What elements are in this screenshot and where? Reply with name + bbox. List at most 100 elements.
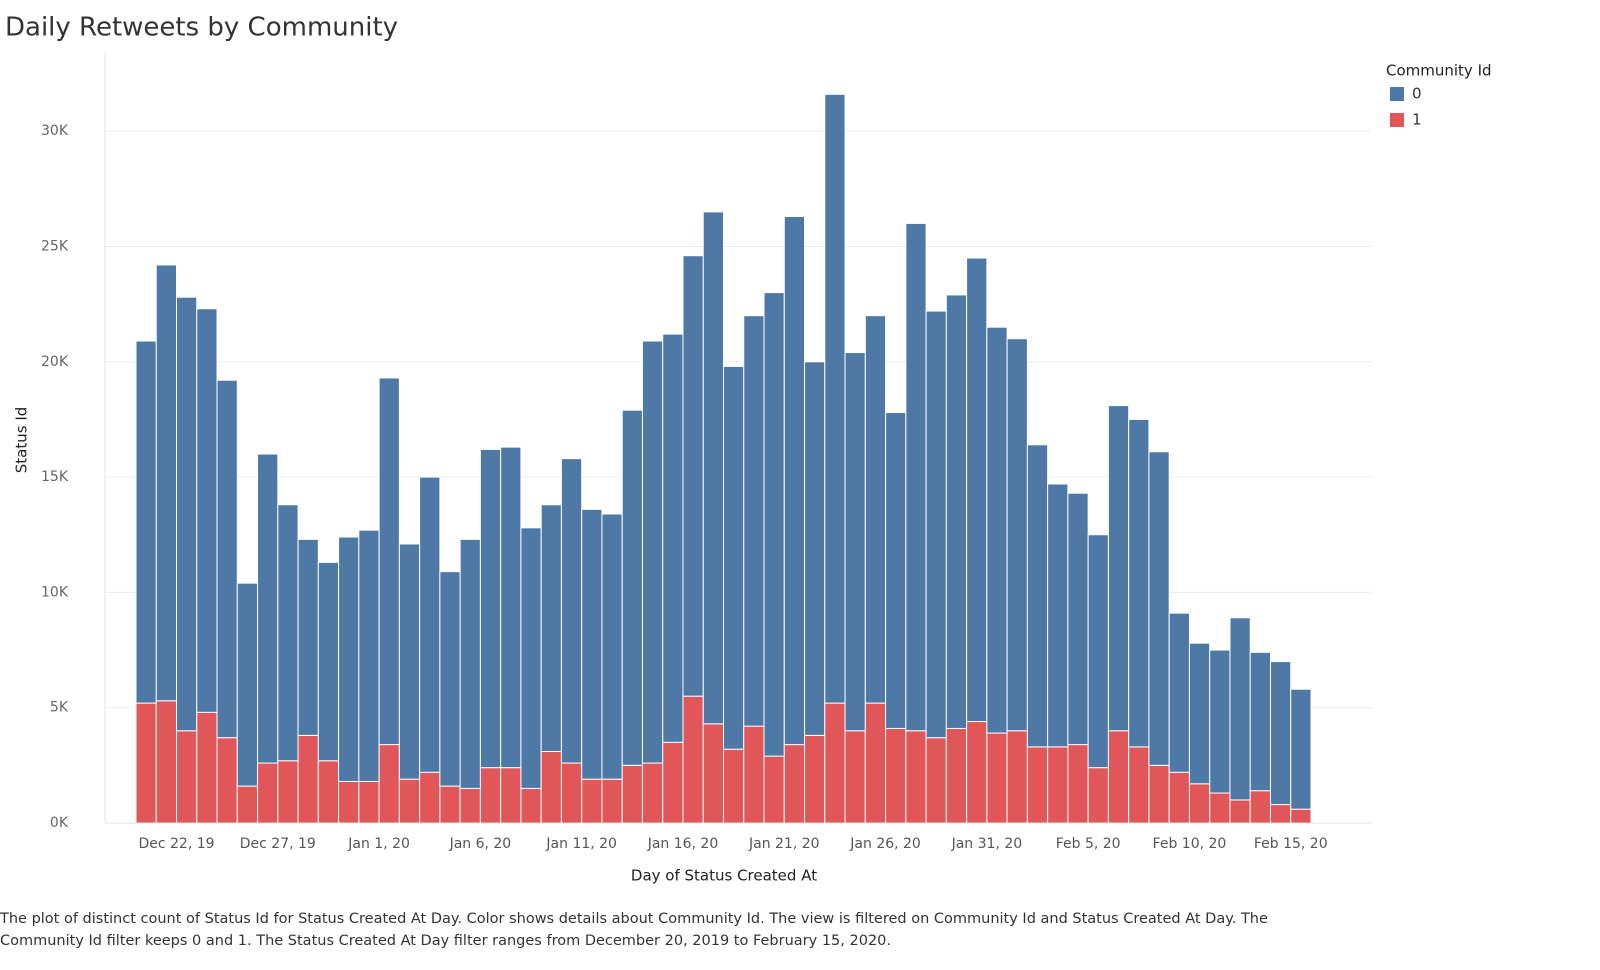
y-tick-label: 0K	[50, 815, 69, 831]
bar-segment	[216, 379, 238, 739]
bar-segment	[1168, 612, 1190, 773]
bar-segment	[459, 787, 481, 824]
y-tick-label: 20K	[41, 354, 69, 370]
bar-segment	[317, 760, 340, 824]
y-tick-label: 10K	[41, 584, 69, 600]
x-tick-label: Feb 5, 20	[1056, 836, 1121, 852]
legend-title: Community Id	[1386, 62, 1492, 80]
bar-segment	[621, 764, 643, 824]
y-tick-label: 5K	[50, 700, 69, 716]
legend-label: 1	[1412, 111, 1422, 129]
bar-segment	[560, 458, 583, 764]
bar-segment	[1047, 483, 1069, 748]
y-axis-title: Status Id	[13, 407, 31, 474]
bar-segment	[783, 744, 806, 824]
bar-segment	[682, 255, 704, 697]
bar-segment	[176, 296, 198, 732]
bar-segment	[216, 737, 238, 824]
bar-segment	[257, 453, 279, 764]
bar-segment	[1107, 405, 1130, 732]
x-tick-label: Jan 16, 20	[647, 836, 719, 852]
bar-segment	[155, 700, 178, 824]
bar-segment	[986, 732, 1008, 824]
bar-segment	[804, 361, 826, 736]
bar-segment	[1269, 661, 1292, 806]
bar-segment	[358, 529, 380, 782]
bar-segment	[662, 333, 684, 743]
bar-segment	[135, 340, 157, 704]
bar-segment	[1148, 764, 1170, 824]
bar-segment	[236, 785, 259, 824]
bar-segment	[1188, 642, 1211, 785]
bar-segment	[885, 727, 907, 824]
bar-segment	[378, 744, 400, 824]
bar-segment	[277, 760, 299, 824]
legend-swatch	[1390, 113, 1404, 127]
bar-segment	[1229, 617, 1251, 801]
chart: Daily Retweets by Community Day of Statu…	[5, 13, 1492, 885]
bar-segment	[905, 730, 927, 824]
y-tick-label: 30K	[41, 123, 69, 139]
bar-segment	[500, 767, 522, 824]
bar-segment	[1290, 688, 1312, 810]
bar-segment	[601, 513, 623, 780]
x-tick-label: Jan 6, 20	[449, 836, 512, 852]
bar-segment	[945, 294, 968, 729]
bar-segment	[1209, 792, 1231, 824]
bar-segment	[682, 695, 704, 824]
bar-segment	[1047, 746, 1069, 824]
bar-segment	[702, 723, 725, 824]
bar-segment	[1249, 790, 1271, 824]
bar-segment	[824, 702, 846, 824]
bar-segment	[1107, 730, 1130, 824]
caption: The plot of distinct count of Status Id …	[0, 911, 1268, 949]
bar-segment	[905, 222, 927, 732]
bar-segment	[520, 527, 542, 789]
bar-segment	[317, 561, 340, 762]
bar-segment	[1128, 418, 1150, 748]
bar-segment	[1269, 804, 1292, 824]
bar-segment	[1006, 338, 1028, 732]
bar-segment	[378, 377, 400, 746]
bar-segment	[277, 504, 299, 762]
bar-segment	[1067, 492, 1089, 746]
bar-segment	[804, 734, 826, 824]
bar-segment	[398, 543, 421, 780]
bar-segment	[297, 538, 319, 736]
x-tick-label: Feb 15, 20	[1254, 836, 1328, 852]
bar-segment	[439, 785, 461, 824]
y-tick-label: 25K	[41, 238, 69, 254]
x-axis-title: Day of Status Created At	[631, 867, 817, 885]
bar-segment	[945, 727, 968, 824]
x-tick-label: Jan 26, 20	[849, 836, 921, 852]
bar-segment	[581, 778, 603, 824]
bar-segment	[743, 315, 765, 727]
bar-segment	[763, 292, 785, 757]
bar-segment	[560, 762, 583, 824]
bar-segment	[1168, 771, 1190, 824]
bar-segment	[479, 448, 502, 769]
bar-segment	[966, 721, 988, 824]
y-tick-label: 15K	[41, 469, 69, 485]
bar-segment	[1006, 730, 1028, 824]
bar-segment	[783, 216, 806, 746]
bar-segment	[257, 762, 279, 824]
x-tick-label: Jan 21, 20	[748, 836, 820, 852]
bar-segment	[1128, 746, 1150, 824]
bar-segment	[885, 412, 907, 729]
bar-segment	[925, 310, 947, 739]
x-tick-label: Dec 22, 19	[138, 836, 214, 852]
x-tick-label: Jan 11, 20	[545, 836, 617, 852]
bar-segment	[723, 748, 745, 824]
bar-segment	[176, 730, 198, 824]
bar-segment	[155, 264, 178, 702]
bar-segment	[196, 308, 218, 713]
bar-segment	[702, 211, 725, 725]
bar-segment	[1026, 444, 1049, 748]
x-tick-label: Dec 27, 19	[240, 836, 316, 852]
bar-segment	[439, 571, 461, 787]
bar-segment	[1148, 451, 1170, 766]
bar-segment	[1087, 534, 1109, 769]
bar-segment	[358, 780, 380, 824]
bar-segment	[419, 771, 441, 824]
